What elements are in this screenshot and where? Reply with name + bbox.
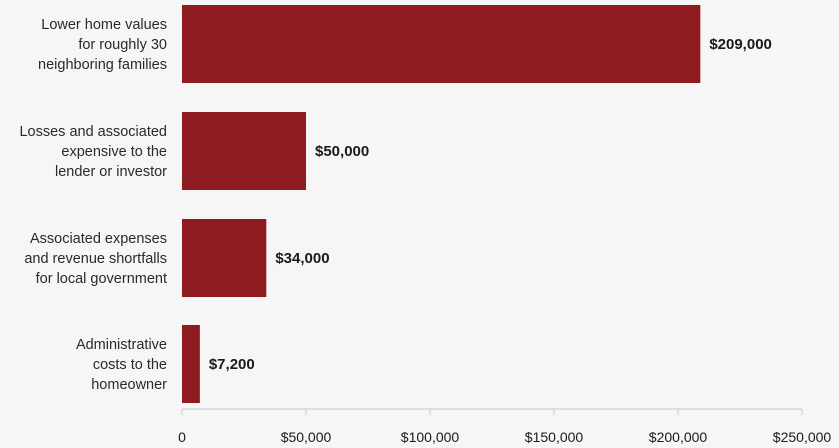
x-tick-label: $200,000 — [649, 429, 708, 445]
category-label: Lower home values for roughly 30 neighbori… — [38, 17, 167, 73]
category-label: Losses and associated expensive to the len… — [19, 124, 167, 180]
data-label: $209,000 — [709, 36, 772, 53]
x-tick-labels: 0 $50,000 $100,000 $150,000 $200,000 $250,000 — [178, 429, 831, 445]
x-tick-label: $150,000 — [525, 429, 584, 445]
bars — [182, 5, 701, 403]
bar — [182, 112, 306, 190]
x-tick-label: $50,000 — [281, 429, 332, 445]
data-label: $50,000 — [315, 143, 369, 160]
bar — [182, 5, 701, 83]
bar — [182, 325, 200, 403]
data-labels: $209,000 $50,000 $34,000 $7,200 — [209, 36, 772, 373]
x-tick-label: 0 — [178, 429, 186, 445]
x-tick-label: $100,000 — [401, 429, 460, 445]
category-label: Administrative costs to the homeowner — [76, 337, 167, 393]
x-axis — [181, 408, 803, 415]
data-label: $7,200 — [209, 356, 255, 373]
category-label: Associated expenses and revenue shortfall… — [24, 231, 167, 287]
bar — [182, 219, 267, 297]
x-tick-label: $250,000 — [773, 429, 832, 445]
data-label: $34,000 — [275, 250, 329, 267]
category-labels: Lower home values for roughly 30 neighbori… — [19, 17, 167, 393]
